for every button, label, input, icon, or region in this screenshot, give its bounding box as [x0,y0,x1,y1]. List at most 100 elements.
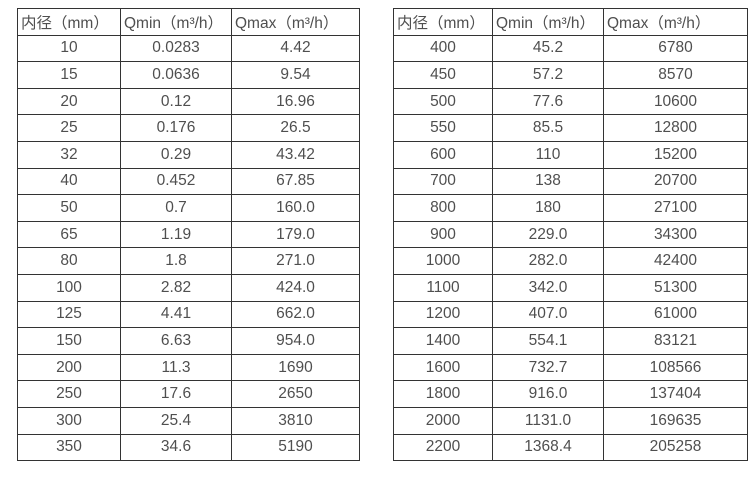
table-row: 25 0.176 26.5 [17,114,360,142]
table-cell: 125 [17,300,121,329]
header-qmax: Qmax（m³/h） [231,8,360,36]
table-row: 900 229.0 34300 [393,220,748,249]
tables-container: 内径（mm） Qmin（m³/h） Qmax（m³/h） 10 0.0283 4.4… [17,8,748,462]
table-cell: 138 [492,167,604,196]
table-cell: 50 [17,194,121,222]
table-cell: 179.0 [231,220,360,249]
table-cell: 180 [492,194,604,222]
flow-spec-table-small-diameters: 内径（mm） Qmin（m³/h） Qmax（m³/h） 10 0.0283 4.4… [17,8,360,462]
table-cell: 25 [17,114,121,142]
table-row: 1600 732.7 108566 [393,353,748,382]
table-cell: 57.2 [492,61,604,89]
table-cell: 954.0 [231,327,360,355]
table-cell: 160.0 [231,194,360,222]
table-cell: 42400 [603,247,748,275]
table-cell: 0.452 [120,167,232,196]
table-row: 1100 342.0 51300 [393,273,748,302]
table-row: 80 1.8 271.0 [17,247,360,275]
table-cell: 350 [17,433,121,462]
table-row: 15 0.0636 9.54 [17,61,360,89]
table-row: 1000 282.0 42400 [393,247,748,275]
table-cell: 61000 [603,300,748,329]
table-cell: 32 [17,140,121,169]
table-cell: 282.0 [492,247,604,275]
table-cell: 45.2 [492,34,604,63]
table-row: 10 0.0283 4.42 [17,34,360,63]
table-cell: 1800 [393,380,493,408]
table-row: 40 0.452 67.85 [17,167,360,196]
table-cell: 450 [393,61,493,89]
table-cell: 342.0 [492,273,604,302]
table-row: 2000 1131.0 169635 [393,406,748,435]
table-cell: 1368.4 [492,433,604,462]
table-cell: 300 [17,406,121,435]
table-cell: 1400 [393,327,493,355]
table-cell: 137404 [603,380,748,408]
table-cell: 600 [393,140,493,169]
table-cell: 110 [492,140,604,169]
flow-spec-table-large-diameters: 内径（mm） Qmin（m³/h） Qmax（m³/h） 400 45.2 6780… [393,8,748,462]
table-cell: 17.6 [120,380,232,408]
table-cell: 200 [17,353,121,382]
table-cell: 10 [17,34,121,63]
table-body: 10 0.0283 4.42 15 0.0636 9.54 20 0.12 16.96 25 0.1… [17,34,360,462]
table-row: 350 34.6 5190 [17,433,360,462]
table-cell: 5190 [231,433,360,462]
header-qmin: Qmin（m³/h） [120,8,232,36]
table-cell: 2200 [393,433,493,462]
table-row: 400 45.2 6780 [393,34,748,63]
table-row: 600 110 15200 [393,140,748,169]
table-row: 50 0.7 160.0 [17,194,360,222]
table-cell: 25.4 [120,406,232,435]
table-cell: 169635 [603,406,748,435]
table-cell: 11.3 [120,353,232,382]
table-cell: 662.0 [231,300,360,329]
table-row: 200 11.3 1690 [17,353,360,382]
table-row: 1400 554.1 83121 [393,327,748,355]
table-cell: 20700 [603,167,748,196]
table-cell: 0.12 [120,87,232,116]
table-cell: 1100 [393,273,493,302]
table-row: 550 85.5 12800 [393,114,748,142]
table-cell: 40 [17,167,121,196]
table-cell: 1000 [393,247,493,275]
table-cell: 4.41 [120,300,232,329]
header-inner-diameter: 内径（mm） [393,8,493,36]
table-cell: 26.5 [231,114,360,142]
table-cell: 67.85 [231,167,360,196]
table-cell: 15200 [603,140,748,169]
table-row: 100 2.82 424.0 [17,273,360,302]
table-cell: 205258 [603,433,748,462]
table-cell: 9.54 [231,61,360,89]
table-cell: 3810 [231,406,360,435]
header-qmax: Qmax（m³/h） [603,8,748,36]
table-row: 65 1.19 179.0 [17,220,360,249]
table-row: 700 138 20700 [393,167,748,196]
table-cell: 20 [17,87,121,116]
table-row: 300 25.4 3810 [17,406,360,435]
table-cell: 34.6 [120,433,232,462]
table-cell: 1600 [393,353,493,382]
table-cell: 424.0 [231,273,360,302]
table-cell: 2650 [231,380,360,408]
table-header-row: 内径（mm） Qmin（m³/h） Qmax（m³/h） [17,8,360,36]
header-qmin: Qmin（m³/h） [492,8,604,36]
table-cell: 43.42 [231,140,360,169]
table-row: 1200 407.0 61000 [393,300,748,329]
table-cell: 15 [17,61,121,89]
table-cell: 4.42 [231,34,360,63]
table-cell: 0.7 [120,194,232,222]
table-cell: 732.7 [492,353,604,382]
table-cell: 65 [17,220,121,249]
table-cell: 77.6 [492,87,604,116]
table-cell: 0.0636 [120,61,232,89]
table-row: 20 0.12 16.96 [17,87,360,116]
table-cell: 2000 [393,406,493,435]
table-cell: 1200 [393,300,493,329]
header-inner-diameter: 内径（mm） [17,8,121,36]
table-cell: 407.0 [492,300,604,329]
table-cell: 12800 [603,114,748,142]
table-cell: 916.0 [492,380,604,408]
table-cell: 80 [17,247,121,275]
table-row: 450 57.2 8570 [393,61,748,89]
